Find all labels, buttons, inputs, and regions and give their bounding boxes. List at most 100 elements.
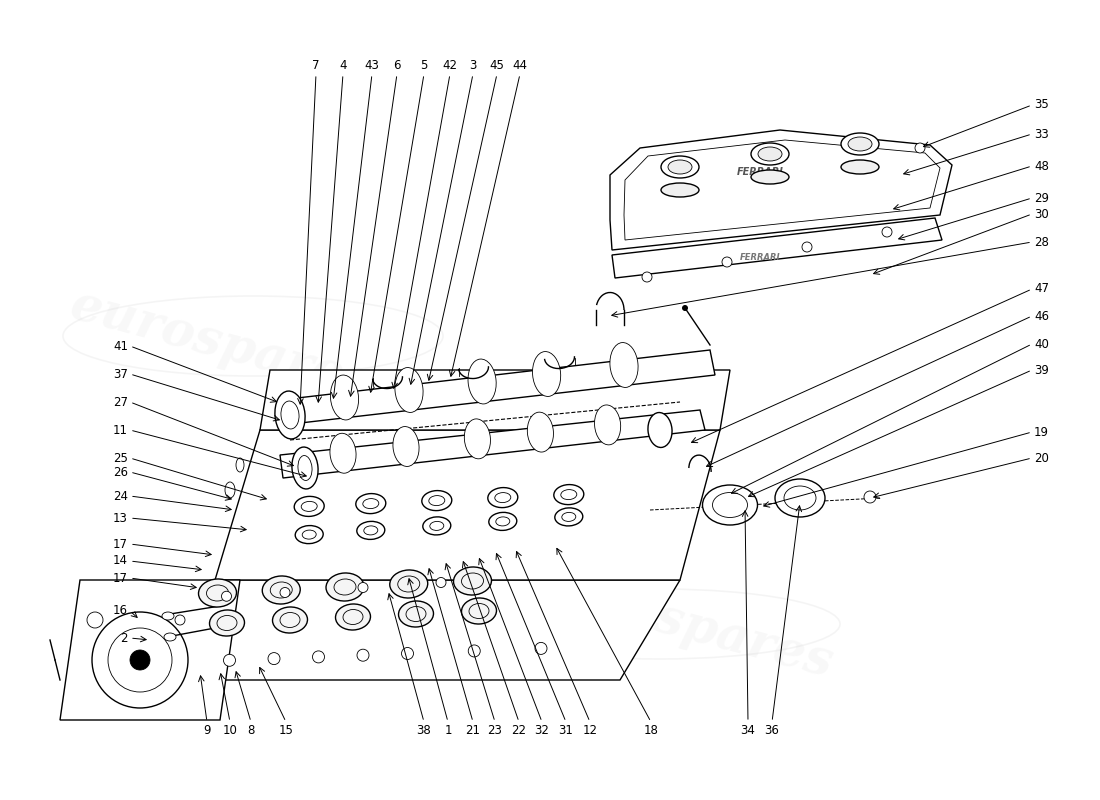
Ellipse shape xyxy=(356,522,385,539)
Ellipse shape xyxy=(273,607,308,633)
Text: 22: 22 xyxy=(512,724,527,737)
Text: 9: 9 xyxy=(204,724,211,737)
Ellipse shape xyxy=(162,612,174,620)
Text: 6: 6 xyxy=(394,59,400,72)
Text: 37: 37 xyxy=(113,367,128,381)
Ellipse shape xyxy=(703,485,758,525)
Text: 28: 28 xyxy=(1034,235,1049,249)
Text: 46: 46 xyxy=(1034,310,1049,322)
Text: 19: 19 xyxy=(1034,426,1049,438)
Polygon shape xyxy=(612,218,942,278)
Circle shape xyxy=(722,257,732,267)
Circle shape xyxy=(436,578,446,587)
Ellipse shape xyxy=(393,426,419,466)
Circle shape xyxy=(223,654,235,666)
Polygon shape xyxy=(155,580,680,680)
Text: 35: 35 xyxy=(1034,98,1048,111)
Circle shape xyxy=(280,587,290,598)
Text: eurospares: eurospares xyxy=(526,560,838,688)
Text: eurospares: eurospares xyxy=(64,280,376,408)
Text: 21: 21 xyxy=(465,724,481,737)
Circle shape xyxy=(402,647,414,659)
Text: 17: 17 xyxy=(113,571,128,585)
Circle shape xyxy=(915,143,925,153)
Ellipse shape xyxy=(294,496,324,517)
Text: 42: 42 xyxy=(442,59,458,72)
Ellipse shape xyxy=(398,601,433,627)
Text: 15: 15 xyxy=(278,724,294,737)
Ellipse shape xyxy=(422,517,451,535)
Ellipse shape xyxy=(226,482,235,498)
Ellipse shape xyxy=(594,405,620,445)
Text: 1: 1 xyxy=(444,724,452,737)
Ellipse shape xyxy=(389,570,428,598)
Text: 39: 39 xyxy=(1034,363,1049,377)
Ellipse shape xyxy=(468,359,496,404)
Text: 33: 33 xyxy=(1034,127,1048,141)
Text: 23: 23 xyxy=(487,724,503,737)
Circle shape xyxy=(535,642,547,654)
Ellipse shape xyxy=(751,143,789,165)
Text: 4: 4 xyxy=(339,59,346,72)
Ellipse shape xyxy=(776,479,825,517)
Ellipse shape xyxy=(395,367,424,413)
Ellipse shape xyxy=(661,156,698,178)
Ellipse shape xyxy=(668,160,692,174)
Text: 32: 32 xyxy=(535,724,549,737)
Circle shape xyxy=(358,650,368,661)
Text: 26: 26 xyxy=(113,466,128,478)
Circle shape xyxy=(682,305,688,311)
Circle shape xyxy=(469,645,481,657)
Ellipse shape xyxy=(842,160,879,174)
Text: 30: 30 xyxy=(1034,207,1048,221)
Ellipse shape xyxy=(326,573,364,601)
Ellipse shape xyxy=(462,598,496,624)
Text: 13: 13 xyxy=(113,511,128,525)
Ellipse shape xyxy=(488,512,517,530)
Circle shape xyxy=(175,615,185,625)
Ellipse shape xyxy=(262,576,300,604)
Text: 16: 16 xyxy=(113,605,128,618)
Ellipse shape xyxy=(751,170,789,184)
Circle shape xyxy=(312,651,324,663)
Circle shape xyxy=(642,272,652,282)
Text: 43: 43 xyxy=(364,59,380,72)
Text: 25: 25 xyxy=(113,451,128,465)
Ellipse shape xyxy=(164,633,176,641)
Text: 14: 14 xyxy=(113,554,128,567)
Ellipse shape xyxy=(648,413,672,447)
Text: 24: 24 xyxy=(113,490,128,502)
Circle shape xyxy=(268,653,280,665)
Ellipse shape xyxy=(554,508,583,526)
Ellipse shape xyxy=(330,375,359,420)
Polygon shape xyxy=(280,410,705,478)
Ellipse shape xyxy=(527,412,553,452)
Ellipse shape xyxy=(464,419,491,459)
Ellipse shape xyxy=(609,342,638,387)
Ellipse shape xyxy=(198,579,236,607)
Ellipse shape xyxy=(661,183,698,197)
Ellipse shape xyxy=(532,351,561,397)
Circle shape xyxy=(882,227,892,237)
Text: 20: 20 xyxy=(1034,451,1049,465)
Ellipse shape xyxy=(842,133,879,155)
Ellipse shape xyxy=(758,147,782,161)
Text: 3: 3 xyxy=(470,59,476,72)
Text: 2: 2 xyxy=(121,631,128,645)
Polygon shape xyxy=(280,350,715,425)
Ellipse shape xyxy=(355,494,386,514)
Circle shape xyxy=(802,242,812,252)
Text: 7: 7 xyxy=(312,59,320,72)
Text: 18: 18 xyxy=(644,724,659,737)
Ellipse shape xyxy=(336,604,371,630)
Polygon shape xyxy=(60,580,240,720)
Text: FERRARI: FERRARI xyxy=(739,254,780,262)
Ellipse shape xyxy=(209,610,244,636)
Text: 47: 47 xyxy=(1034,282,1049,295)
Text: 48: 48 xyxy=(1034,159,1049,173)
Ellipse shape xyxy=(236,458,244,472)
Text: 34: 34 xyxy=(740,724,756,737)
Text: 8: 8 xyxy=(248,724,255,737)
Text: 40: 40 xyxy=(1034,338,1049,350)
Circle shape xyxy=(358,582,368,593)
